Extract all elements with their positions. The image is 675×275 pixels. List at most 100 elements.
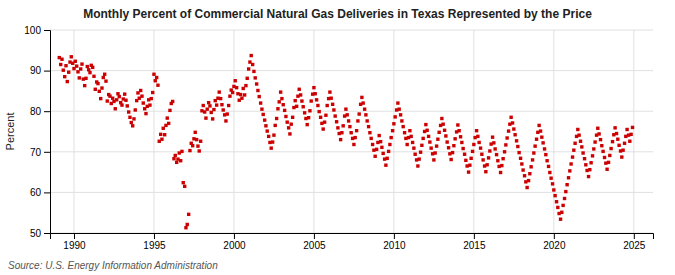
point: [250, 54, 253, 57]
point: [547, 165, 550, 168]
point: [364, 113, 367, 116]
tick-label: 90: [30, 65, 42, 76]
point: [308, 109, 311, 112]
point: [120, 103, 123, 106]
point: [100, 86, 103, 89]
point: [480, 153, 483, 156]
point: [580, 145, 583, 148]
point: [293, 99, 296, 102]
point: [513, 133, 516, 136]
point: [123, 92, 126, 95]
point: [111, 97, 114, 100]
point: [234, 79, 237, 82]
point: [348, 125, 351, 128]
point: [385, 157, 388, 160]
point: [487, 156, 490, 159]
grid-line-y: [50, 192, 653, 193]
tick: 2015: [463, 233, 486, 251]
point: [207, 101, 210, 104]
tick-mark: [44, 233, 50, 234]
tick-label: 2015: [463, 240, 486, 251]
point: [449, 158, 452, 161]
point: [128, 116, 131, 119]
points: [58, 54, 635, 230]
point: [328, 90, 331, 93]
point: [515, 139, 518, 142]
point: [282, 103, 285, 106]
grid-line-x: [633, 30, 634, 233]
point: [134, 108, 137, 111]
point: [226, 112, 229, 115]
point: [565, 183, 568, 186]
point: [628, 140, 631, 143]
tick: 2025: [623, 233, 646, 251]
point: [384, 163, 387, 166]
point: [484, 170, 487, 173]
axis-line: [51, 234, 654, 240]
point: [576, 128, 579, 131]
point: [336, 126, 339, 129]
point: [505, 136, 508, 139]
tick-label: 2000: [223, 240, 246, 251]
point: [504, 143, 507, 146]
point: [331, 103, 334, 106]
point: [98, 90, 101, 93]
point: [152, 73, 155, 76]
point: [235, 86, 238, 89]
point: [264, 124, 267, 127]
point: [96, 82, 99, 85]
point: [305, 123, 308, 126]
point: [204, 116, 207, 119]
tick-label: 50: [30, 228, 42, 239]
point: [202, 104, 205, 107]
point: [469, 157, 472, 160]
tick-label: 2005: [303, 240, 326, 251]
point: [332, 108, 335, 111]
point: [375, 148, 378, 151]
point: [206, 107, 209, 110]
point: [59, 63, 62, 66]
point: [500, 164, 503, 167]
tick: 2020: [543, 233, 566, 251]
point: [63, 75, 66, 78]
point: [246, 77, 249, 80]
point: [428, 140, 431, 143]
point: [559, 217, 562, 220]
title: Monthly Percent of Commercial Natural Ga…: [83, 7, 592, 21]
point: [472, 143, 475, 146]
point: [617, 144, 620, 147]
point: [196, 144, 199, 147]
grid-line-y: [50, 30, 653, 31]
point: [243, 93, 246, 96]
grid-line-x: [473, 30, 474, 233]
point: [92, 75, 95, 78]
point: [300, 99, 303, 102]
point: [381, 152, 384, 155]
point: [369, 137, 372, 140]
point: [219, 97, 222, 100]
point: [280, 97, 283, 100]
point: [168, 109, 171, 112]
point: [325, 104, 328, 107]
point: [425, 129, 428, 132]
point: [445, 140, 448, 143]
point: [516, 145, 519, 148]
point: [142, 101, 145, 104]
tick-mark: [44, 111, 50, 112]
point: [88, 71, 91, 74]
point: [356, 119, 359, 122]
point: [335, 120, 338, 123]
tick: 90: [30, 65, 50, 76]
point: [144, 112, 147, 115]
point: [377, 134, 380, 137]
point: [459, 135, 462, 138]
point: [166, 116, 169, 119]
point: [373, 155, 376, 158]
point: [215, 103, 218, 106]
point: [387, 150, 390, 153]
point: [319, 116, 322, 119]
point: [379, 140, 382, 143]
point: [139, 89, 142, 92]
point: [148, 103, 151, 106]
point: [275, 117, 278, 120]
